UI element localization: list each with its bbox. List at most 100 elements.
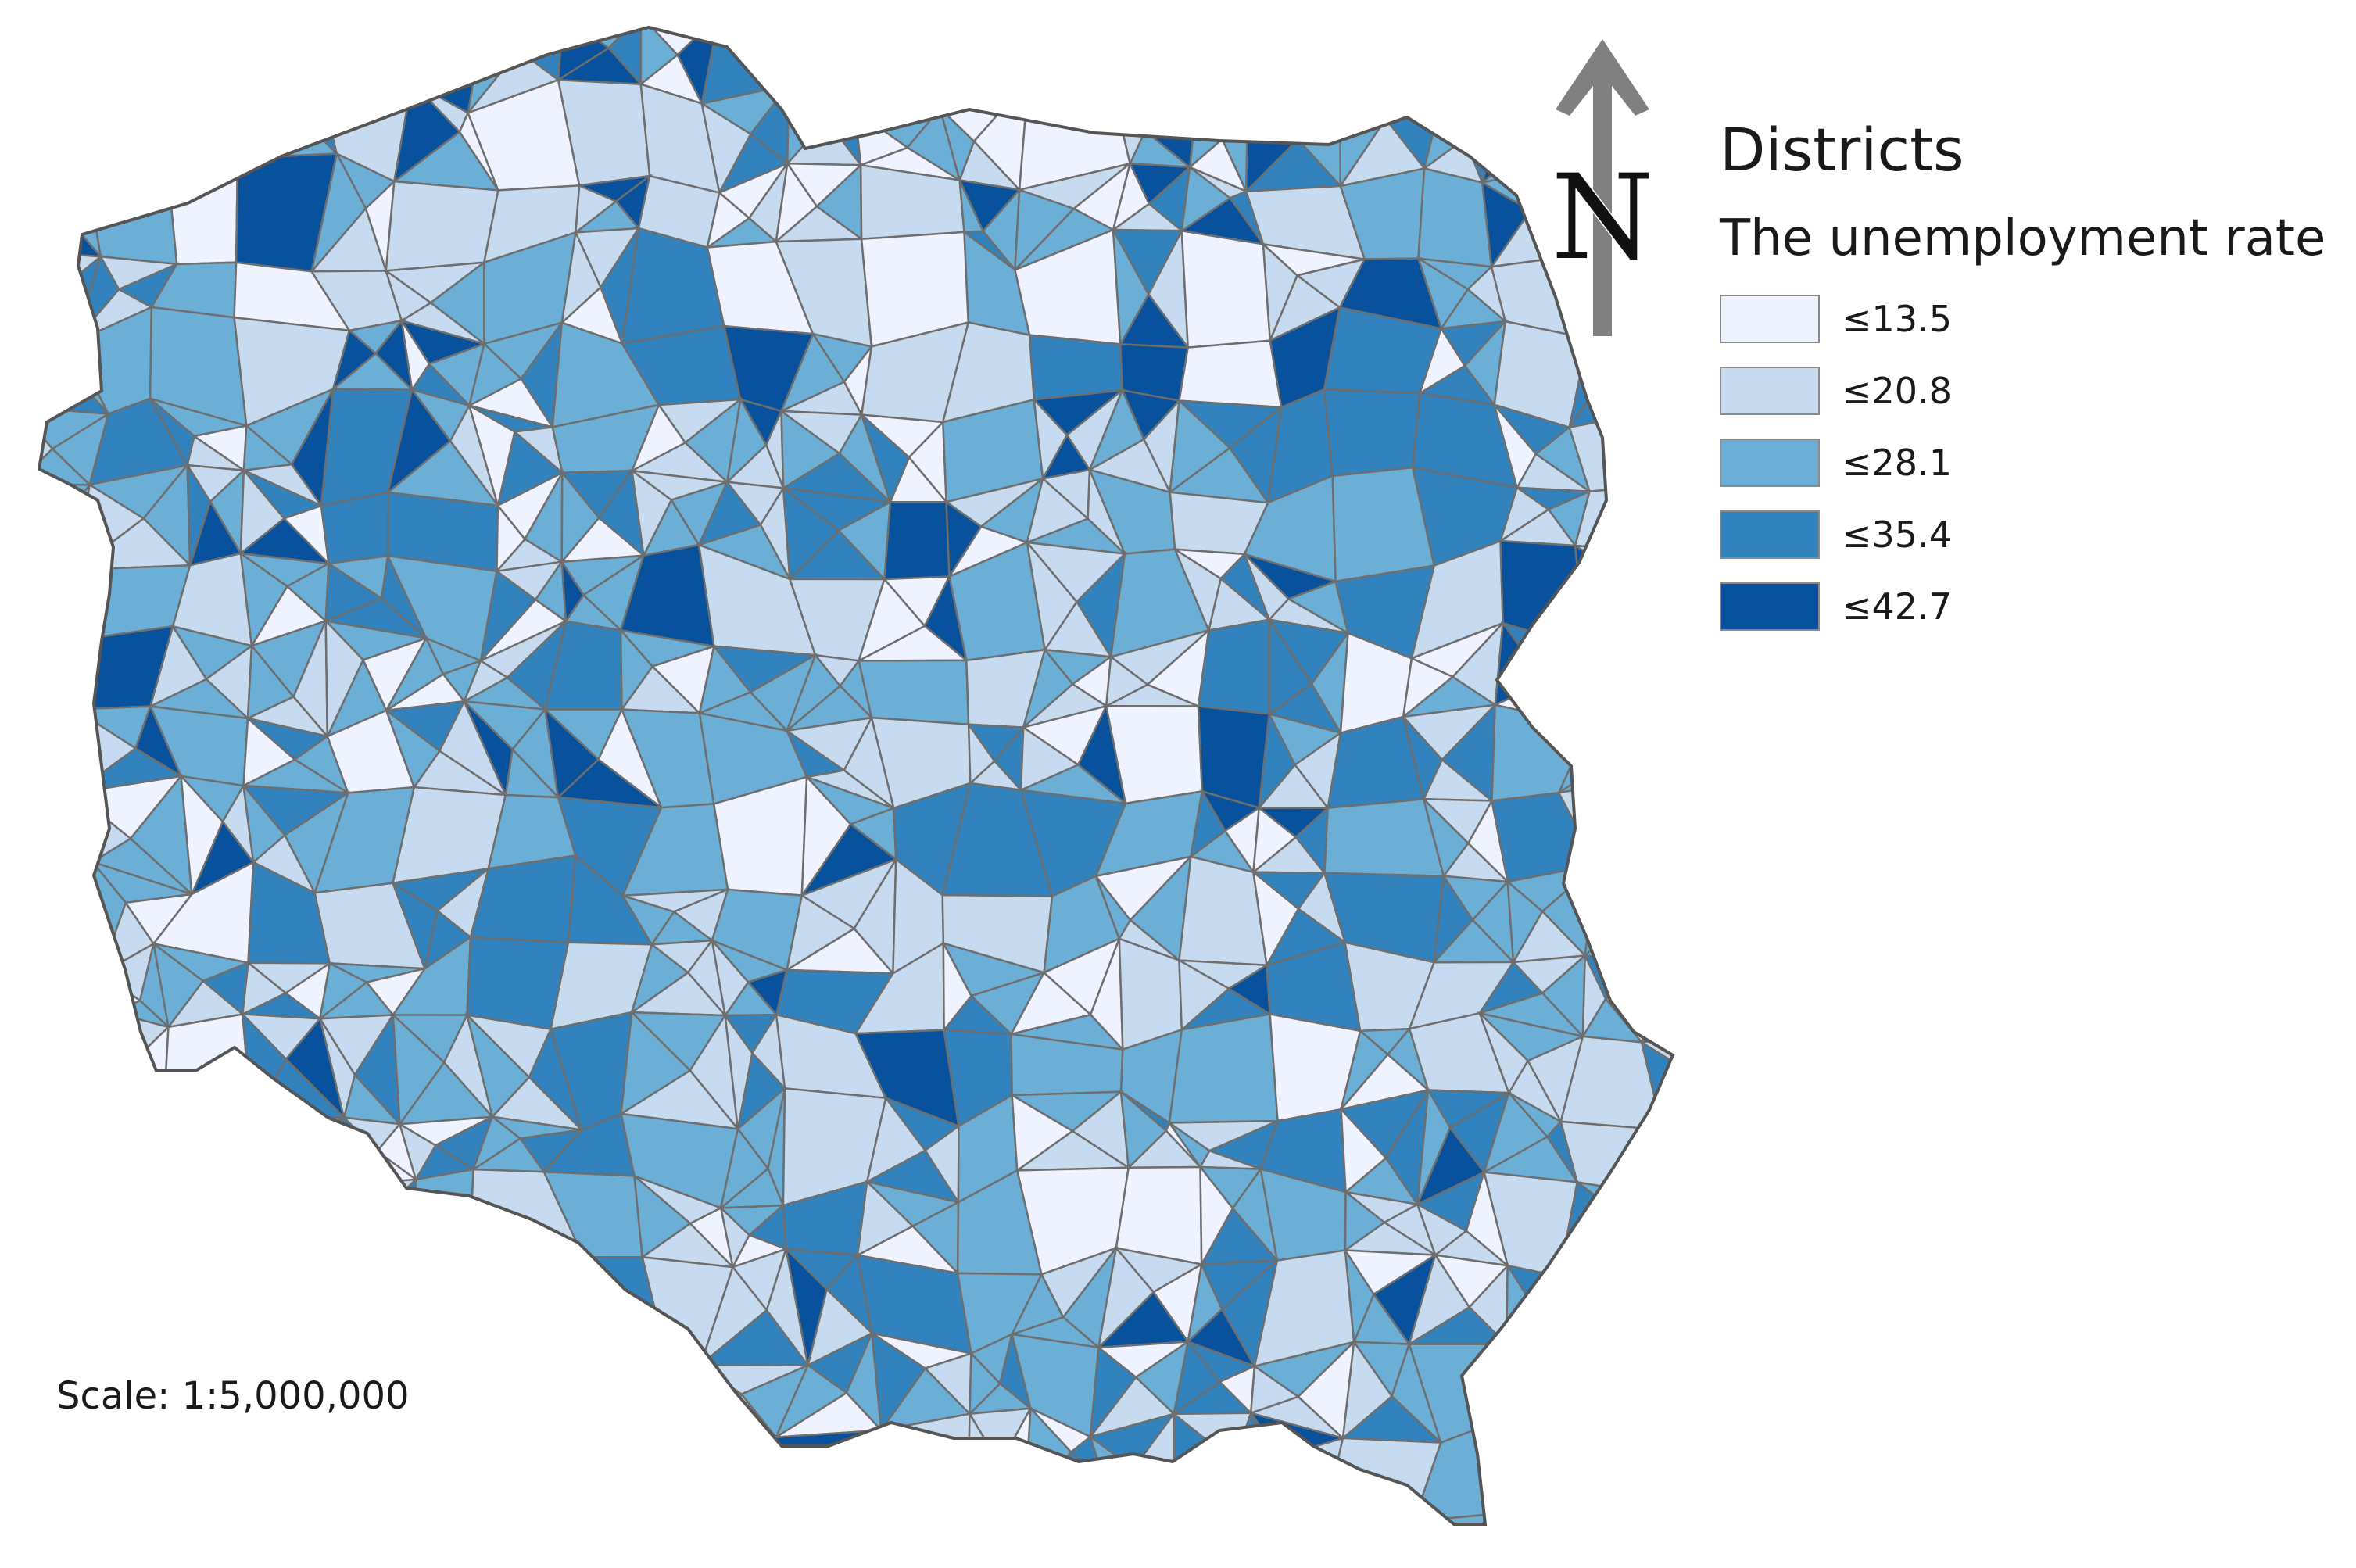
district — [1337, 46, 1448, 90]
district — [398, 1122, 438, 1183]
district — [1189, 788, 1226, 859]
district — [39, 561, 78, 602]
district — [785, 893, 857, 972]
district — [857, 577, 926, 663]
district — [39, 1074, 104, 1126]
district — [700, 101, 752, 196]
district — [327, 1183, 365, 1288]
district — [1013, 188, 1076, 273]
district — [39, 1187, 106, 1274]
district — [1618, 1516, 1660, 1524]
district — [1491, 791, 1599, 883]
district — [1027, 27, 1114, 89]
district — [239, 467, 286, 556]
district — [1699, 16, 1735, 94]
district — [322, 1322, 406, 1364]
district — [151, 1175, 194, 1277]
district — [1655, 1468, 1673, 1520]
district — [1648, 1330, 1673, 1429]
district — [241, 961, 288, 1016]
district — [1169, 398, 1232, 495]
district — [401, 1392, 475, 1444]
district — [362, 27, 414, 84]
district — [1089, 1345, 1137, 1441]
district — [324, 561, 384, 623]
district — [1407, 1252, 1471, 1347]
district — [967, 721, 996, 786]
district — [1243, 553, 1291, 622]
district — [467, 1256, 585, 1362]
district — [705, 191, 751, 250]
district — [152, 941, 205, 1029]
district — [243, 1117, 292, 1207]
district — [39, 1420, 50, 1505]
district — [166, 157, 239, 266]
district — [162, 1013, 252, 1120]
district — [1112, 229, 1150, 348]
district — [629, 943, 690, 1015]
district — [39, 27, 70, 95]
district — [1423, 1557, 1501, 1568]
district — [735, 1447, 794, 1518]
district — [469, 1397, 562, 1443]
district — [391, 880, 439, 972]
district — [1638, 961, 1673, 1046]
district — [1395, 27, 1447, 91]
district — [1180, 165, 1232, 233]
district — [656, 1325, 699, 1406]
district — [1667, 1187, 1673, 1268]
district — [75, 1150, 156, 1193]
district — [152, 77, 270, 169]
district — [1710, 641, 1735, 719]
district — [325, 27, 410, 50]
district — [566, 1462, 650, 1499]
district — [1420, 27, 1503, 64]
district — [1344, 1249, 1375, 1343]
district — [1478, 1012, 1530, 1096]
district — [1485, 1459, 1578, 1516]
legend-item: ≤13.5 — [1720, 283, 2345, 355]
district — [39, 170, 91, 216]
district — [1107, 27, 1191, 59]
district — [39, 1484, 95, 1524]
district — [620, 893, 676, 947]
district — [92, 27, 132, 113]
district — [779, 331, 846, 413]
district — [150, 1273, 247, 1333]
district — [1180, 229, 1272, 349]
district — [66, 27, 113, 116]
district — [1528, 1328, 1567, 1407]
district — [161, 1113, 254, 1165]
district — [1574, 544, 1656, 584]
district — [39, 794, 48, 879]
district — [1584, 862, 1641, 958]
district — [1505, 1330, 1568, 1381]
district — [51, 636, 82, 713]
district — [39, 861, 102, 976]
district — [1648, 1258, 1673, 1346]
district — [558, 1355, 618, 1442]
district — [1325, 1508, 1424, 1524]
district — [787, 27, 831, 88]
district — [425, 1486, 468, 1524]
district — [1506, 879, 1544, 966]
district — [1105, 655, 1150, 708]
district — [1581, 954, 1607, 1040]
district — [91, 1523, 174, 1524]
legend-items: ≤13.5 ≤20.8 ≤28.1 ≤35.4 ≤42.7 — [1720, 283, 2345, 643]
district — [242, 424, 295, 472]
district — [1265, 1501, 1322, 1524]
district — [45, 567, 82, 643]
district — [1325, 1437, 1443, 1523]
district — [1094, 875, 1132, 941]
district — [938, 105, 976, 184]
district-layer — [39, 16, 1735, 1568]
district — [1609, 725, 1652, 779]
district — [122, 1112, 165, 1180]
district — [582, 1327, 661, 1381]
district — [1323, 388, 1421, 478]
district — [1493, 403, 1538, 491]
district — [384, 268, 433, 323]
district — [1170, 1461, 1284, 1505]
district — [39, 249, 45, 331]
